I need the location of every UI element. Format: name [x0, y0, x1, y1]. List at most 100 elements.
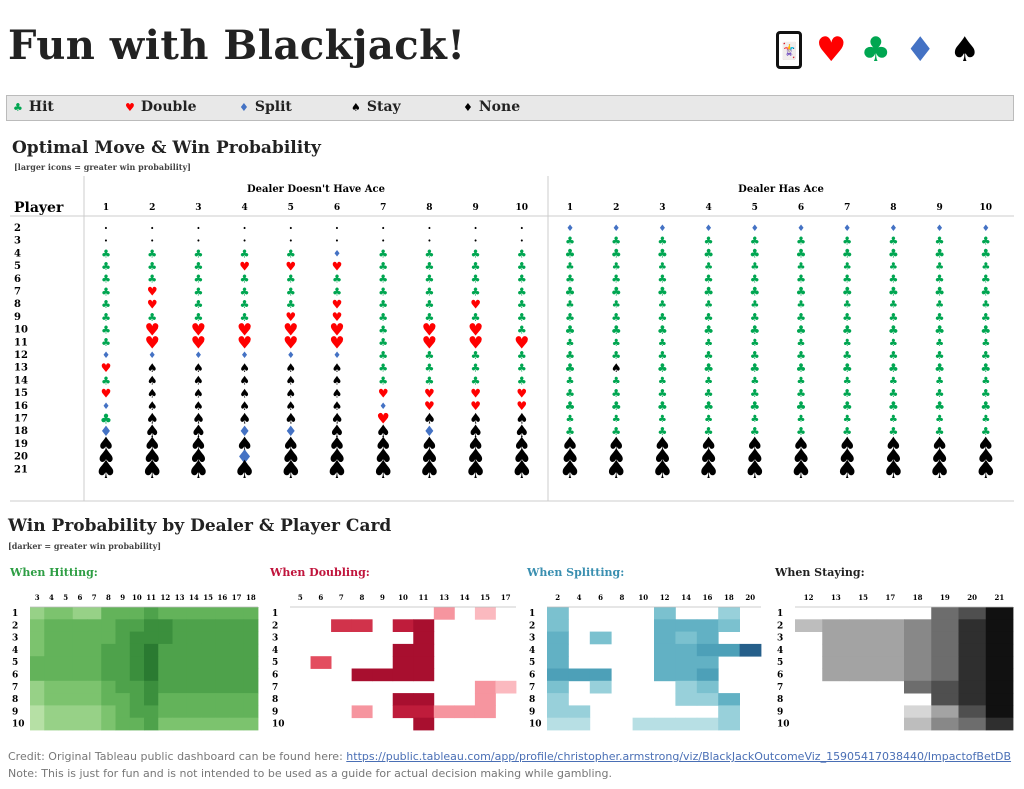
ace-move-mark: ♣ [888, 323, 899, 337]
no-ace-move-mark: ♣ [101, 285, 111, 298]
heatmap-cell [101, 717, 116, 731]
heatmap-col-label: 10 [638, 593, 648, 602]
legend-hit[interactable]: ♣ Hit [13, 99, 54, 115]
ace-move-mark: ♣ [888, 285, 899, 299]
ace-move-mark: ♣ [565, 425, 575, 438]
heatmap-cell [958, 607, 987, 620]
ace-move-mark: ♣ [842, 387, 852, 400]
no-ace-move-mark: • [104, 237, 108, 245]
no-ace-move-mark: ♥ [283, 333, 298, 353]
ace-dealer-col-label: 7 [844, 203, 850, 213]
heatmap-cell [958, 656, 987, 669]
ace-move-mark: ♣ [935, 262, 944, 273]
heatmap-cell [72, 619, 88, 632]
heatmap-cell [654, 717, 676, 731]
heatmap-col-label: 12 [804, 593, 814, 602]
no-ace-move-mark: ♥ [329, 321, 344, 341]
no-ace-move-mark: ♥ [516, 386, 527, 400]
ace-move-mark: ♣ [657, 247, 668, 261]
no-ace-move-mark: ♣ [193, 247, 203, 260]
no-ace-move-mark: ♠ [147, 386, 158, 400]
ace-move-mark: ♦ [797, 224, 805, 234]
legend-stay[interactable]: ♠ Stay [351, 99, 401, 115]
heatmap-cell [654, 656, 676, 669]
ace-move-mark: ♣ [935, 273, 945, 286]
heatmap-cell [985, 668, 1014, 682]
heatmap-cell [547, 717, 569, 731]
heatmap-cell [243, 656, 259, 669]
heatmap-row-label: 9 [272, 707, 278, 717]
ace-move-mark: ♣ [565, 247, 576, 261]
ace-move-mark: ♣ [704, 349, 714, 362]
no-ace-move-mark: ♣ [424, 285, 434, 298]
no-ace-move-mark: ♥ [470, 399, 481, 413]
no-ace-move-mark: ♣ [193, 273, 203, 286]
no-ace-move-mark: ♠ [468, 422, 483, 442]
heatmap-cell [158, 717, 173, 731]
heatmap-cell [958, 717, 987, 731]
player-row-label: 7 [14, 287, 21, 298]
heatmap-cell [44, 693, 59, 706]
ace-move-mark: ♣ [980, 247, 991, 261]
heatmap-cell [158, 656, 173, 669]
heatmap-cell [44, 619, 59, 632]
heatmap-cell [243, 631, 259, 645]
heatmap-cell [243, 693, 259, 706]
ace-move-mark: ♣ [566, 338, 575, 349]
heatmap-cell [158, 643, 173, 657]
no-ace-move-mark: ♥ [237, 333, 252, 353]
ace-move-mark: ♣ [749, 323, 760, 337]
spade-icon: ♠ [351, 101, 361, 114]
legend-none[interactable]: ♦ None [463, 99, 520, 115]
legend-double[interactable]: ♥ Double [125, 99, 197, 115]
heatmap-col-label: 13 [439, 593, 449, 602]
heatmap-row-label: 8 [12, 695, 18, 705]
credit-link[interactable]: https://public.tableau.com/app/profile/c… [346, 750, 1012, 763]
no-ace-move-mark: ♥ [332, 297, 343, 311]
ace-move-mark: ♣ [981, 273, 991, 286]
ace-move-mark: ♣ [888, 273, 898, 286]
no-ace-move-mark: ♦ [236, 445, 253, 468]
no-ace-move-mark: ♠ [193, 399, 204, 413]
heatmap-cell [958, 668, 987, 682]
heatmap-cell [215, 619, 230, 632]
heatmap-row-label: 6 [272, 671, 278, 681]
heatmap-cell [474, 607, 496, 620]
heatmap-cell [115, 656, 131, 669]
legend-label: Split [254, 99, 292, 115]
ace-move-mark: ♠ [745, 444, 765, 470]
heatmap-cell [413, 705, 435, 719]
heatmap-cell [392, 668, 414, 682]
heatmap-row-label: 5 [777, 658, 783, 668]
heatmap-cell [958, 643, 987, 657]
ace-move-mark: ♠ [560, 444, 580, 470]
no-ace-move-mark: ♣ [286, 273, 296, 286]
player-row-label: 9 [14, 312, 21, 323]
heatmap-cell [158, 631, 173, 645]
heatmap-col-label: 11 [146, 593, 156, 602]
heatmap-cell [58, 619, 74, 632]
no-ace-move-mark: ♥ [147, 297, 158, 311]
heatmap-cell [115, 643, 131, 657]
heatmap-cell [696, 643, 719, 657]
no-ace-move-mark: ♠ [188, 444, 208, 470]
player-row-label: 19 [14, 439, 28, 450]
heatmap-col-label: 9 [380, 593, 385, 602]
legend-split[interactable]: ♦ Split [239, 99, 292, 115]
heatmap-cell [931, 680, 959, 694]
heatmap-col-label: 16 [218, 593, 228, 602]
heatmap-row-label: 4 [529, 646, 535, 656]
heatmap-cell [654, 607, 676, 620]
no-ace-move-mark: ♦ [379, 402, 387, 412]
player-row-label: 17 [14, 414, 28, 425]
heatmap-col-label: 3 [35, 593, 40, 602]
heatmap-cell [72, 705, 88, 719]
ace-move-mark: ♣ [611, 425, 621, 438]
heatmap-cell [101, 656, 116, 669]
heatmap-cell [44, 680, 59, 694]
heatmap-col-label: 17 [232, 593, 242, 602]
no-ace-move-mark: ♠ [143, 433, 161, 456]
player-row-label: 18 [14, 426, 28, 437]
heatmap-cell [172, 631, 188, 645]
heatmap-col-label: 4 [49, 593, 54, 602]
